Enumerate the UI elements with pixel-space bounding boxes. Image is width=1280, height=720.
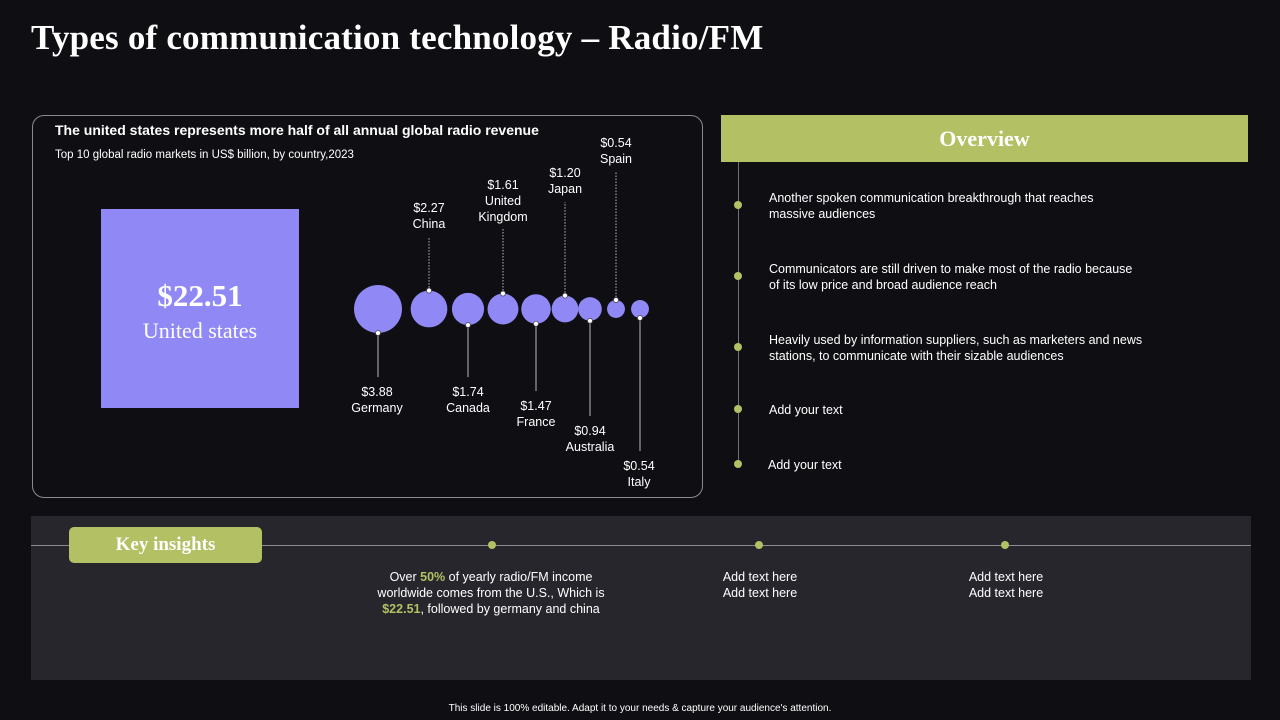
bubble-value-label: $1.74	[452, 385, 483, 399]
bubble-australia	[578, 297, 602, 321]
chart-subtitle: Top 10 global radio markets in US$ billi…	[55, 149, 354, 161]
anchor-marker	[562, 292, 568, 299]
bubble-france	[521, 294, 551, 324]
bubble-country-label: Australia	[566, 440, 615, 454]
us-highlight-box	[101, 209, 299, 408]
us-country-label: United states	[143, 318, 257, 343]
insight-dot	[488, 541, 496, 549]
radio-revenue-chart: The united states represents more half o…	[55, 122, 655, 489]
bubble-country-label: France	[517, 415, 556, 429]
chart-panel: The united states represents more half o…	[32, 115, 703, 498]
bubble-country-label: Spain	[600, 152, 632, 166]
anchor-marker	[613, 297, 619, 303]
slide-title: Types of communication technology – Radi…	[31, 18, 764, 57]
bubble-spain	[607, 300, 625, 318]
bullet-dot	[734, 272, 742, 280]
bubble-country-label: Canada	[446, 401, 490, 415]
bullet-dot	[734, 405, 742, 413]
insights-panel: Key insights Over 50% of yearly radio/FM…	[31, 516, 1251, 680]
overview-item-text: Add your text	[769, 403, 843, 417]
bubble-country-label: Kingdom	[478, 210, 527, 224]
bubble-value-label: $0.54	[600, 136, 631, 150]
insight-text: Over 50% of yearly radio/FM income world…	[377, 570, 605, 616]
insights-line	[31, 545, 1251, 546]
bubble-value-label: $3.88	[361, 385, 392, 399]
overview-item-text: Add your text	[768, 458, 842, 472]
bubble-value-label: $1.20	[549, 166, 580, 180]
bullet-dot	[734, 201, 742, 209]
bubble-value-label: $1.61	[487, 178, 518, 192]
overview-timeline	[738, 162, 739, 468]
us-value-label: $22.51	[157, 278, 242, 313]
overview-item-text: Another spoken communication breakthroug…	[769, 191, 1094, 221]
insight-dot	[755, 541, 763, 549]
anchor-marker	[500, 290, 506, 297]
anchor-marker	[533, 320, 539, 327]
bullet-dot	[734, 460, 742, 468]
insight-dot	[1001, 541, 1009, 549]
bubble-country-label: Germany	[351, 401, 403, 415]
anchor-marker	[426, 287, 432, 294]
anchor-marker	[375, 330, 381, 336]
bullet-dot	[734, 343, 742, 351]
overview-item-text: Heavily used by information suppliers, s…	[769, 333, 1143, 363]
bubble-value-label: $0.54	[623, 459, 654, 473]
insight-text: Add text here Add text here	[722, 570, 798, 600]
bubble-value-label: $0.94	[574, 424, 605, 438]
bubble-germany	[354, 285, 402, 333]
overview-header: Overview	[721, 115, 1248, 162]
bubble-value-label: $2.27	[413, 201, 444, 215]
bubble-country-label: Japan	[548, 182, 582, 196]
bubble-japan	[551, 295, 579, 323]
anchor-marker	[637, 315, 643, 321]
overview-title: Overview	[939, 125, 1030, 151]
slide-footer: This slide is 100% editable. Adapt it to…	[448, 703, 832, 714]
bubble-united-kingdom	[487, 293, 519, 325]
overview-item-text: Communicators are still driven to make m…	[769, 262, 1133, 292]
anchor-marker	[465, 322, 471, 328]
bubble-country-label: United	[485, 194, 521, 208]
bubble-country-label: China	[413, 217, 446, 231]
bubble-series: $3.88 Germany $2.27 China $1.74 Canada $1.61 Un…	[351, 136, 654, 489]
anchor-marker	[587, 317, 593, 324]
bubble-country-label: Italy	[628, 475, 652, 489]
insights-title: Key insights	[115, 534, 216, 555]
insights-pill: Key insights	[69, 527, 262, 563]
insight-text: Add text here Add text here	[968, 570, 1044, 600]
bubble-italy	[631, 300, 649, 318]
chart-title: The united states represents more half o…	[55, 122, 539, 138]
bubble-china	[410, 290, 448, 328]
bubble-canada	[451, 292, 485, 326]
bubble-value-label: $1.47	[520, 399, 551, 413]
